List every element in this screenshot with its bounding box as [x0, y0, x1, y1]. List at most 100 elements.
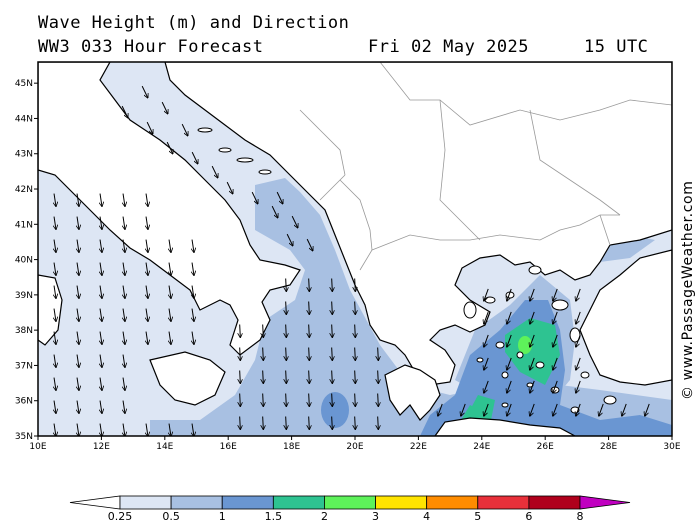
wave-arrow	[146, 285, 148, 299]
wave-arrow	[77, 308, 79, 322]
wave-arrow	[622, 403, 627, 416]
wave-arrow	[54, 354, 56, 368]
land-balkans	[164, 62, 672, 386]
wave-arrow	[100, 285, 102, 299]
wave-arrow	[192, 262, 194, 276]
lon-label: 26E	[537, 442, 554, 452]
wave-arrow	[240, 370, 241, 384]
wave-arrow	[54, 400, 56, 414]
wave-zone-2m	[505, 318, 560, 385]
wave-arrow	[553, 288, 558, 301]
land-peloponnese	[384, 364, 441, 421]
wave-arrow	[240, 393, 241, 407]
colorbar-min-triangle	[69, 495, 121, 510]
colorbar-label: 0.25	[108, 510, 133, 523]
wave-arrow	[123, 377, 125, 391]
wave-arrow	[599, 403, 604, 416]
wave-arrow	[286, 278, 287, 292]
wave-arrow	[355, 324, 356, 338]
wave-arrow	[123, 285, 125, 299]
wave-arrow	[645, 403, 650, 416]
colorbar-label: 4	[423, 510, 430, 523]
wave-arrow	[286, 347, 287, 361]
wave-arrow	[54, 216, 56, 230]
lon-label: 14E	[156, 442, 173, 452]
wave-arrow	[123, 308, 125, 322]
wave-arrow	[123, 400, 125, 414]
wave-arrow	[192, 285, 194, 299]
lat-label: 38N	[15, 326, 33, 336]
wave-arrow	[484, 380, 489, 393]
colorbar-label: 0.5	[162, 510, 180, 523]
wave-arrow	[306, 238, 313, 251]
wave-arrow	[484, 357, 489, 370]
wave-arrow	[576, 357, 581, 370]
wave-arrow	[461, 403, 466, 416]
wave-arrow	[100, 308, 102, 322]
land-anatolia	[579, 249, 672, 386]
lat-label: 45N	[15, 79, 33, 89]
wave-arrow	[121, 105, 128, 118]
wave-arrow	[530, 380, 535, 393]
wave-arrow	[355, 393, 356, 407]
wave-arrow	[192, 239, 194, 253]
wave-arrow	[355, 301, 356, 315]
wave-arrow	[100, 423, 102, 436]
wave-arrow	[100, 193, 102, 207]
wave-arrow	[123, 193, 125, 207]
wave-arrow	[378, 416, 379, 430]
colorbar-segment	[221, 495, 274, 510]
wave-arrow	[169, 331, 171, 345]
chart-title: Wave Height (m) and Direction	[38, 13, 350, 33]
wave-arrow	[123, 262, 125, 276]
wave-arrow	[286, 233, 293, 246]
wave-arrow	[77, 400, 79, 414]
wave-arrow	[378, 347, 379, 361]
wave-arrow	[54, 308, 56, 322]
lon-label: 16E	[220, 442, 237, 452]
wave-arrow	[77, 193, 79, 207]
lon-label: 18E	[283, 442, 300, 452]
colorbar-label: 6	[525, 510, 532, 523]
lat-label: 40N	[15, 256, 33, 266]
country-borders	[299, 62, 672, 271]
wave-arrow	[77, 239, 79, 253]
colorbar-segment	[324, 495, 376, 510]
wave-arrow	[54, 262, 56, 276]
wave-arrow	[576, 380, 581, 393]
wave-arrow	[507, 311, 512, 324]
wave-arrow	[146, 423, 148, 436]
dalmatian-islands	[197, 127, 272, 175]
wave-arrow	[576, 403, 581, 416]
wave-arrow	[54, 285, 56, 299]
wave-direction-arrows	[54, 85, 650, 436]
forecast-label: WW3 033 Hour Forecast	[38, 37, 264, 57]
wave-arrow	[100, 354, 102, 368]
lon-label: 24E	[473, 442, 490, 452]
wave-arrow	[100, 400, 102, 414]
colorbar-label: 8	[577, 510, 584, 523]
wave-zone-1m	[150, 178, 672, 436]
lon-label: 20E	[346, 442, 363, 452]
wave-arrow	[576, 311, 581, 324]
wave-arrow	[146, 308, 148, 322]
wave-arrow	[553, 357, 558, 370]
wave-arrow	[263, 393, 264, 407]
wave-arrow	[484, 334, 489, 347]
wave-arrow	[100, 216, 102, 230]
lat-label: 35N	[15, 432, 33, 442]
wave-arrow	[309, 347, 310, 361]
wave-arrow	[146, 262, 148, 276]
wave-arrow	[54, 331, 56, 345]
colorbar-label: 1.5	[265, 510, 283, 523]
wave-arrow	[309, 370, 310, 384]
wave-arrow	[240, 416, 241, 430]
forecast-time: 15 UTC	[584, 37, 649, 57]
wave-arrow	[240, 347, 241, 361]
wave-arrow	[286, 301, 287, 315]
colorbar: 0.25 0.5 1 1.5 2 3 4 5 6 8	[69, 495, 631, 523]
colorbar-segment	[170, 495, 223, 510]
wave-arrow	[484, 403, 489, 416]
land-sardinia	[38, 274, 63, 346]
